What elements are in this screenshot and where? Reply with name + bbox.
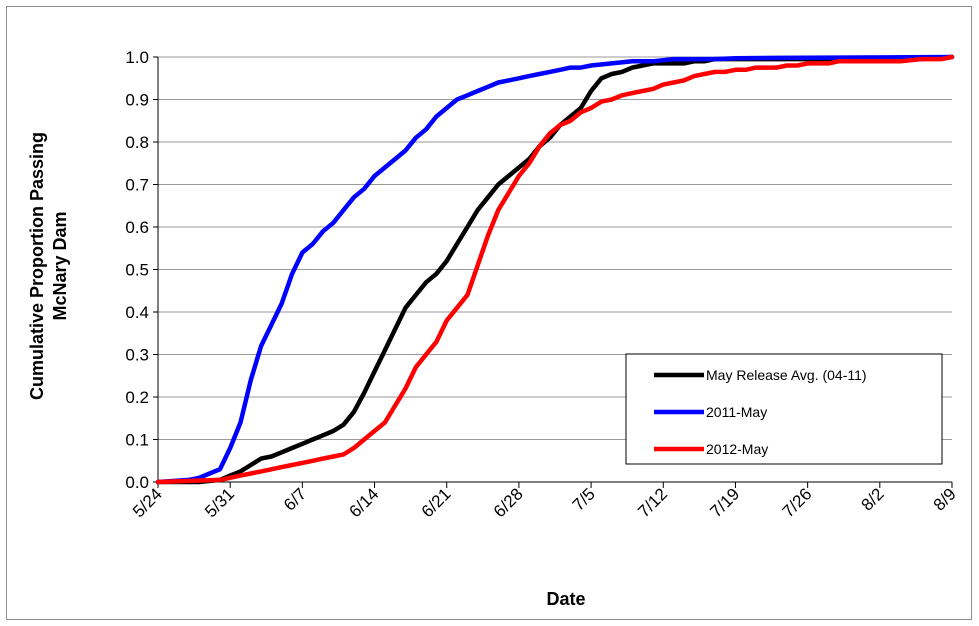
x-tick-label: 7/12 [634, 484, 671, 521]
y-axis-title-line-1: Cumulative Proportion Passing [27, 132, 47, 400]
legend: May Release Avg. (04-11) 2011-May 2012-May [625, 353, 943, 465]
legend-label-1: 2011-May [706, 404, 767, 420]
legend-box [625, 353, 943, 465]
y-tick-label: 0.3 [125, 346, 149, 365]
y-tick-label: 0.4 [125, 303, 149, 322]
x-tick-label: 8/2 [857, 484, 887, 514]
y-tick-label: 0.1 [125, 431, 149, 450]
x-tick-label: 8/9 [930, 484, 960, 514]
y-tick-label: 0.9 [125, 91, 149, 110]
series-line-1 [155, 54, 955, 485]
x-tick-label: 6/14 [346, 484, 383, 521]
series-line-2 [155, 54, 955, 485]
y-tick-label: 0.8 [125, 133, 149, 152]
chart-frame [6, 6, 972, 620]
x-tick-label: 7/5 [569, 484, 599, 514]
x-tick-label: 5/31 [201, 484, 238, 521]
x-tick-label: 6/7 [280, 484, 310, 514]
y-tick-label: 1.0 [125, 48, 149, 67]
y-tick-label: 0.7 [125, 176, 149, 195]
y-axis-title-line-2: McNary Dam [50, 211, 70, 320]
y-tick-label: 0.2 [125, 388, 149, 407]
y-tick-label: 0.6 [125, 218, 149, 237]
legend-label-0: May Release Avg. (04-11) [706, 367, 867, 383]
x-tick-label: 7/26 [779, 484, 816, 521]
x-tick-label: 6/28 [490, 484, 527, 521]
x-tick-label: 6/21 [418, 484, 455, 521]
y-tick-label: 0.5 [125, 261, 149, 280]
series-lines [155, 54, 955, 485]
x-tick-label: 7/19 [706, 484, 743, 521]
legend-label-2: 2012-May [706, 441, 768, 457]
y-tick-label: 0.0 [125, 473, 149, 492]
x-axis-title: Date [546, 589, 585, 609]
